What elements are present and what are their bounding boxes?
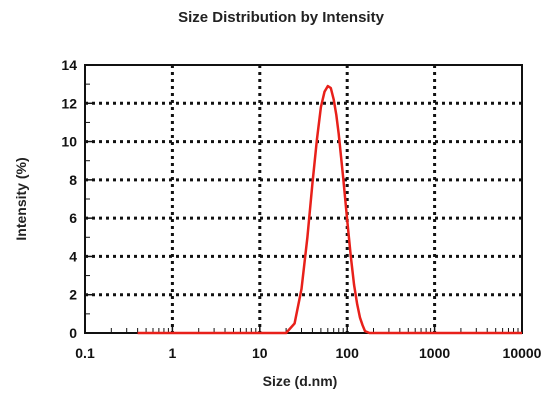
series-line [137, 84, 522, 335]
y-ticks: 0 2 4 6 8 10 12 14 [61, 57, 94, 341]
y-tick-label: 10 [61, 134, 77, 150]
grid [85, 65, 522, 333]
x-tick-label: 10 [252, 345, 268, 361]
y-tick-label: 0 [69, 325, 77, 341]
x-tick-label: 100 [336, 345, 360, 361]
y-tick-label: 8 [69, 172, 77, 188]
y-axis-label: Intensity (%) [13, 157, 29, 240]
y-tick-label: 12 [61, 95, 77, 111]
x-tick-label: 10000 [503, 345, 542, 361]
chart-title: Size Distribution by Intensity [178, 9, 385, 26]
y-tick-label: 4 [69, 248, 77, 264]
plot-frame [84, 64, 523, 334]
x-tick-label: 1000 [419, 345, 450, 361]
x-tick-label: 0.1 [75, 345, 95, 361]
x-ticks: 0.1 1 10 100 1000 10000 [75, 324, 542, 361]
series-layer [137, 84, 522, 335]
y-tick-label: 6 [69, 210, 77, 226]
x-axis-label: Size (d.nm) [263, 373, 338, 389]
x-tick-label: 1 [169, 345, 177, 361]
y-tick-label: 14 [61, 57, 77, 73]
y-tick-label: 2 [69, 287, 77, 303]
